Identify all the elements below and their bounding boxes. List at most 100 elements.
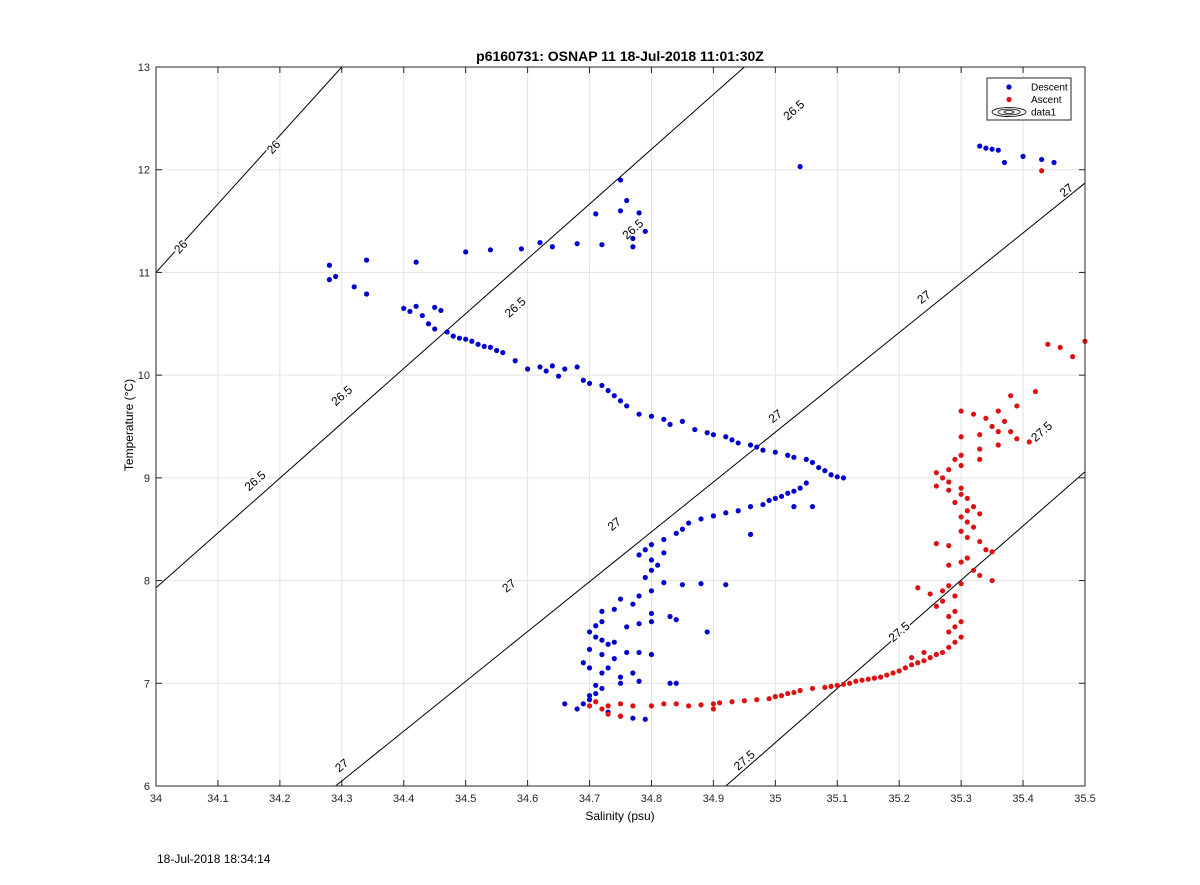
ascent-point	[1008, 429, 1014, 435]
ascent-point	[946, 562, 952, 568]
descent-point	[673, 530, 679, 536]
descent-point	[586, 380, 593, 386]
descent-point	[599, 619, 605, 625]
ascent-point	[989, 577, 995, 584]
descent-point	[661, 580, 667, 586]
descent-point	[809, 459, 816, 466]
descent-point	[1001, 159, 1008, 166]
ascent-point	[952, 593, 958, 599]
ascent-point	[964, 519, 970, 525]
descent-point	[599, 608, 605, 614]
descent-point	[593, 211, 599, 217]
plot-frame	[155, 66, 1086, 787]
descent-point	[692, 426, 698, 433]
descent-point	[630, 235, 636, 242]
descent-point	[655, 562, 661, 568]
isopycnal-line	[155, 66, 343, 273]
descent-point	[704, 430, 710, 436]
descent-point	[679, 526, 686, 532]
descent-point	[586, 646, 593, 652]
ascent-point	[983, 547, 989, 553]
descent-point	[778, 493, 785, 499]
ascent-point	[828, 683, 834, 689]
ascent-point	[939, 588, 946, 594]
descent-point	[574, 364, 580, 370]
descent-point	[605, 665, 611, 671]
ascent-point	[946, 613, 952, 620]
axis-ticks: 34 34.1 34.2 34.3 34.4 34.5 34.6 34.7 34.8 34.9 35…	[138, 62, 1096, 805]
descent-point	[648, 557, 655, 563]
descent-point	[797, 485, 803, 491]
ascent-point	[939, 649, 946, 656]
ascent-point	[698, 702, 704, 708]
ascent-point	[933, 470, 939, 476]
descent-point	[611, 639, 617, 645]
ascent-point	[970, 411, 977, 417]
legend-contour-icon	[991, 107, 1027, 117]
y-tick-label: 6	[144, 781, 150, 793]
descent-point	[667, 680, 673, 686]
descent-point	[543, 368, 549, 374]
descent-point	[648, 619, 655, 625]
ascent-point	[716, 700, 723, 706]
ascent-point	[946, 543, 952, 549]
isopycnal-line	[155, 66, 745, 589]
descent-point	[977, 143, 983, 149]
ascent-point	[946, 583, 952, 589]
descent-point	[747, 504, 754, 510]
descent-point	[630, 244, 636, 250]
ascent-point	[946, 487, 952, 493]
x-tick-label: 34.2	[269, 793, 290, 805]
descent-point	[642, 547, 648, 553]
descent-point	[611, 656, 617, 662]
descent-point	[772, 449, 778, 455]
x-tick-label: 35.3	[950, 793, 971, 805]
descent-point	[630, 670, 636, 676]
descent-point	[401, 305, 407, 311]
ascent-point	[970, 567, 977, 573]
descent-point	[630, 601, 636, 607]
descent-point	[785, 490, 791, 496]
descent-point	[593, 623, 599, 629]
legend-marker	[1006, 84, 1012, 90]
ascent-point	[995, 408, 1001, 414]
descent-point	[580, 377, 586, 383]
chart-title: p6160731: OSNAP 11 18-Jul-2018 11:01:30Z	[476, 48, 764, 64]
descent-point	[438, 307, 444, 314]
ascent-point	[630, 703, 636, 709]
descent-point	[648, 610, 655, 617]
descent-point	[586, 665, 593, 671]
ascent-point	[1057, 344, 1063, 351]
descent-point	[487, 344, 494, 351]
descent-point	[828, 472, 834, 478]
ascent-point	[958, 634, 964, 640]
descent-point	[617, 674, 624, 680]
ascent-point	[989, 549, 995, 555]
y-tick-label: 10	[138, 370, 150, 382]
ascent-point	[859, 677, 865, 683]
ascent-point	[1039, 168, 1045, 174]
legend-box	[986, 77, 1072, 121]
y-tick-label: 11	[139, 267, 150, 279]
ascent-point	[890, 670, 896, 676]
ascent-point	[878, 674, 884, 680]
descent-point	[586, 697, 593, 703]
x-tick-label: 35	[769, 793, 781, 805]
x-tick-label: 34.9	[703, 793, 724, 805]
descent-point	[475, 341, 481, 347]
ascent-point	[958, 619, 964, 625]
descent-point	[419, 312, 425, 319]
descent-point	[605, 387, 611, 394]
descent-point	[500, 349, 506, 356]
descent-point	[636, 621, 642, 627]
descent-point	[679, 582, 686, 588]
ascent-point	[958, 452, 964, 458]
print-timestamp: 18-Jul-2018 18:34:14	[157, 852, 271, 866]
ascent-point	[778, 693, 785, 699]
ascent-point	[772, 694, 778, 700]
ascent-point	[977, 446, 983, 452]
descent-point	[636, 552, 642, 558]
descent-point	[1051, 159, 1057, 166]
